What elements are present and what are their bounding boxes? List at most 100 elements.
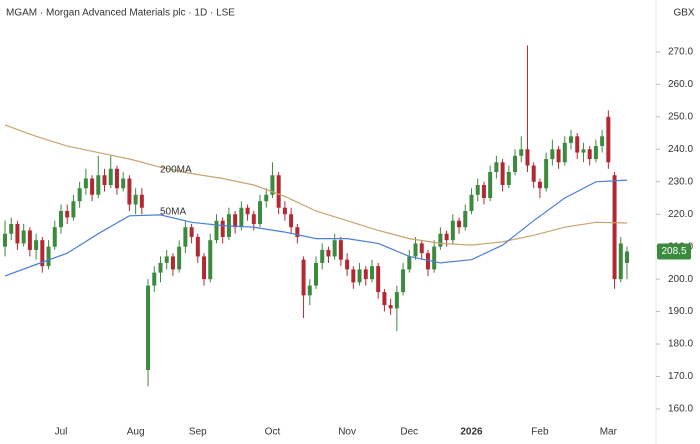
y-tick-label: 160.0 — [668, 404, 693, 415]
candle-body — [202, 256, 207, 280]
x-tick-label: Jul — [55, 427, 68, 438]
candle-body — [593, 146, 598, 160]
candle-body — [177, 246, 182, 270]
y-tick-label: 170.0 — [668, 371, 693, 382]
currency: GBX — [673, 8, 694, 19]
candle-body — [519, 149, 524, 156]
candle-body — [562, 142, 567, 163]
candle-body — [401, 269, 406, 293]
y-tick-label: 250.0 — [668, 111, 693, 122]
candle-body — [208, 240, 213, 280]
x-tick-label: Sep — [189, 427, 207, 438]
candle-body — [295, 227, 300, 237]
candle-body — [606, 116, 611, 163]
moving-average-line — [4, 124, 628, 246]
candle-body — [537, 181, 542, 189]
candle-body — [58, 210, 63, 228]
candle-body — [612, 175, 617, 280]
candle-body — [251, 214, 256, 224]
candle-body — [394, 292, 399, 309]
candle-body — [625, 251, 629, 263]
candle-body — [108, 168, 113, 186]
candle-body — [83, 178, 88, 189]
candle-body — [525, 149, 530, 166]
candle-body — [600, 136, 605, 147]
candle-body — [96, 175, 101, 195]
candle-body — [27, 230, 32, 250]
candle-body — [183, 227, 188, 247]
y-tick-label: 180.0 — [668, 339, 693, 350]
candle-body — [407, 256, 412, 270]
candle-body — [494, 162, 499, 173]
candle-body — [320, 249, 325, 263]
last-price-label: 208.5 — [661, 246, 686, 257]
candle-body — [338, 240, 343, 260]
candle-body — [258, 201, 263, 224]
x-tick-label: Feb — [531, 427, 549, 438]
candle-body — [189, 227, 194, 237]
candle-body — [438, 233, 443, 247]
candle-body — [289, 214, 294, 228]
candle-body — [245, 207, 250, 215]
y-tick-label: 190.0 — [668, 306, 693, 317]
last-price-tag — [657, 243, 691, 260]
candle-body — [139, 194, 144, 208]
candle-body — [425, 253, 430, 270]
candle-body — [550, 149, 555, 160]
candle-body — [164, 256, 169, 263]
candle-body — [15, 223, 20, 244]
candle-body — [77, 188, 82, 202]
candle-body — [581, 149, 586, 153]
candle-body — [114, 168, 119, 189]
candle-body — [264, 194, 269, 202]
candle-body — [270, 175, 275, 195]
y-tick-label: 240.0 — [668, 144, 693, 155]
candle-body — [513, 155, 518, 173]
candle-body — [481, 185, 486, 198]
candle-body — [345, 259, 350, 270]
candle-body — [276, 175, 281, 208]
candle-body — [9, 223, 14, 234]
ma-label: 50MA — [160, 207, 186, 218]
candle-body — [531, 165, 536, 182]
candle-body — [90, 178, 95, 195]
candle-body — [282, 207, 287, 215]
candle-body — [357, 269, 362, 283]
candle-body — [450, 220, 455, 241]
candle-body — [326, 249, 331, 257]
candle-body — [388, 305, 393, 309]
candle-body — [195, 236, 200, 257]
candle-body — [544, 159, 549, 189]
x-tick-label: Dec — [400, 427, 418, 438]
candle-body — [575, 136, 580, 153]
x-tick-label: Nov — [338, 427, 356, 438]
candle-body — [65, 210, 70, 218]
candle-body — [214, 220, 219, 241]
candle-body — [419, 243, 424, 254]
candle-body — [146, 285, 151, 371]
y-tick-label: 270.0 — [668, 47, 693, 58]
candle-body — [369, 266, 374, 280]
candle-body — [363, 269, 368, 280]
candle-body — [21, 230, 26, 244]
y-tick-label: 200.0 — [668, 274, 693, 285]
candle-body — [444, 233, 449, 241]
y-tick-label: 220.0 — [668, 209, 693, 220]
candle-body — [432, 246, 437, 270]
candle-body — [457, 220, 462, 228]
candle-body — [376, 266, 381, 293]
candle-body — [332, 240, 337, 257]
x-tick-label: Oct — [265, 427, 281, 438]
candle-body — [587, 149, 592, 160]
candle-body — [618, 243, 623, 280]
candle-body — [500, 162, 505, 186]
chart-title: MGAM · Morgan Advanced Materials plc · 1… — [6, 8, 235, 19]
candle-body — [152, 272, 157, 286]
candle-body — [314, 262, 318, 286]
candle-body — [233, 214, 238, 228]
candle-body — [413, 243, 418, 257]
candle-body — [569, 136, 574, 143]
candle-body — [556, 149, 561, 163]
ma-label: 200MA — [160, 165, 192, 176]
